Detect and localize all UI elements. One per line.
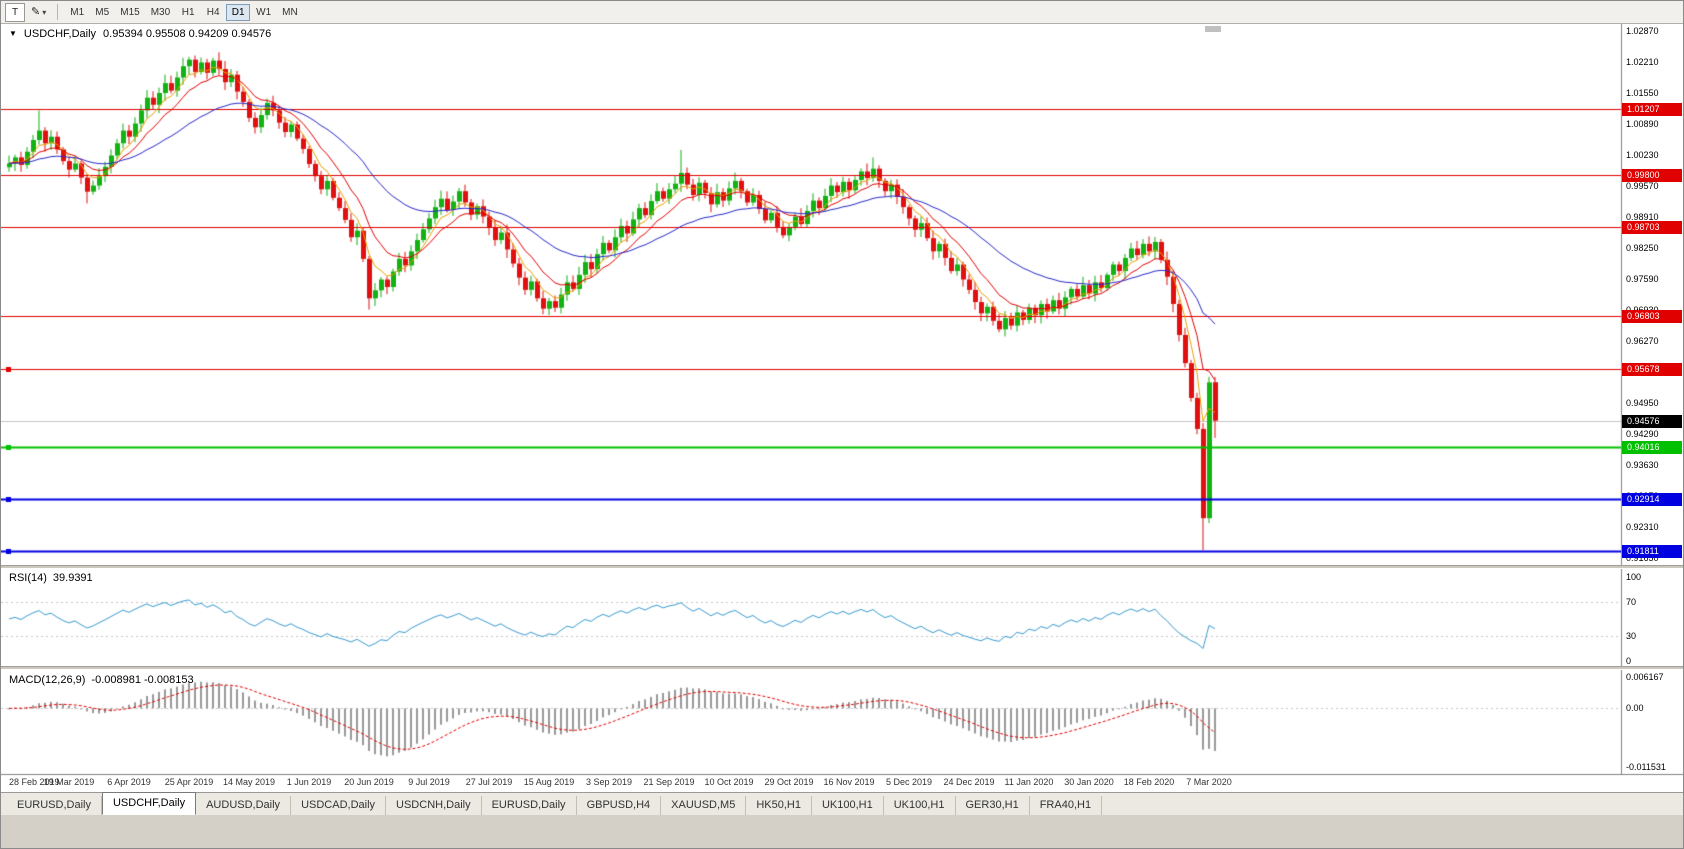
- date-label: 14 May 2019: [222, 777, 276, 787]
- chart-tab-uk100-h1[interactable]: UK100,H1: [812, 796, 884, 815]
- date-label: 20 Jun 2019: [344, 777, 394, 787]
- toolbar: T ✎ ▾ M1 M5 M15 M30 H1 H4 D1 W1 MN: [1, 1, 1683, 24]
- macd-level-label: 0.00: [1626, 703, 1644, 714]
- collapse-triangle-icon: ▼: [9, 29, 17, 38]
- price-tick-label: 0.92310: [1626, 522, 1659, 533]
- price-tick-label: 1.01550: [1626, 88, 1659, 98]
- macd-level-label: -0.011531: [1626, 762, 1666, 772]
- price-tick-label: 0.99570: [1626, 181, 1659, 192]
- price-tick-label: 1.00890: [1626, 119, 1659, 130]
- timeframe-button-mn[interactable]: MN: [277, 4, 303, 21]
- timeframe-button-m5[interactable]: M5: [90, 4, 114, 21]
- price-line-tag-0.91811: 0.91811: [1622, 544, 1682, 558]
- price-tick-label: 0.98910: [1626, 212, 1659, 223]
- price-line-tag-0.92914: 0.92914: [1622, 492, 1682, 506]
- pencil-icon: ✎: [31, 5, 41, 18]
- rsi-value: 39.9391: [52, 572, 93, 584]
- price-tick-label: 0.96270: [1626, 336, 1659, 347]
- chart-tab-eurusd-daily[interactable]: EURUSD,Daily: [7, 796, 102, 815]
- dropdown-arrow-icon: ▾: [42, 7, 47, 17]
- price-line-tag-0.98703: 0.98703: [1622, 220, 1682, 234]
- chart-tab-ger30-h1[interactable]: GER30,H1: [956, 796, 1030, 815]
- toolbar-separator: [57, 4, 59, 20]
- date-label: 9 Jul 2019: [408, 777, 450, 787]
- text-tool-label: T: [11, 6, 19, 18]
- date-label: 1 Jun 2019: [286, 777, 332, 787]
- date-label: 29 Oct 2019: [764, 777, 814, 787]
- draw-tool-button[interactable]: ✎ ▾: [27, 3, 50, 22]
- price-line-tag-0.96803: 0.96803: [1622, 310, 1682, 324]
- chart-tab-uk100-h1[interactable]: UK100,H1: [884, 796, 956, 815]
- date-label: 30 Jan 2020: [1064, 777, 1114, 787]
- price-line-tag-0.99800: 0.99800: [1622, 169, 1682, 183]
- price-tick-label: 0.97590: [1626, 274, 1659, 285]
- chart-tab-xauusd-m5[interactable]: XAUUSD,M5: [661, 796, 747, 815]
- date-label: 24 Dec 2019: [943, 777, 995, 787]
- date-label: 27 Jul 2019: [465, 777, 513, 787]
- date-label: 10 Oct 2019: [704, 777, 754, 787]
- macd-name: MACD(12,26,9): [9, 674, 86, 686]
- chart-title: ▼ USDCHF,Daily 0.95394 0.95508 0.94209 0…: [9, 28, 271, 40]
- current-price-tag: 0.94576: [1622, 414, 1682, 428]
- timeframe-button-d1[interactable]: D1: [226, 3, 251, 21]
- date-label: 6 Apr 2019: [107, 777, 151, 787]
- price-tick-label: 0.93630: [1626, 460, 1659, 471]
- chart-tab-audusd-daily[interactable]: AUDUSD,Daily: [196, 796, 292, 815]
- price-line-tag-0.95678: 0.95678: [1622, 362, 1682, 376]
- timeframe-button-w1[interactable]: W1: [251, 4, 276, 21]
- chart-symbol-period: USDCHF,Daily: [23, 28, 97, 40]
- rsi-level-label: 0: [1626, 656, 1632, 666]
- timeframe-button-m30[interactable]: M30: [146, 4, 175, 21]
- chart-tab-hk50-h1[interactable]: HK50,H1: [746, 796, 812, 815]
- rsi-level-label: 100: [1626, 572, 1642, 582]
- chart-tab-usdchf-daily[interactable]: USDCHF,Daily: [101, 792, 197, 815]
- macd-level-label: 0.006167: [1626, 672, 1664, 682]
- date-label: 11 Jan 2020: [1004, 777, 1054, 787]
- text-tool-button[interactable]: T: [5, 2, 25, 22]
- price-line-tag-0.94016: 0.94016: [1622, 440, 1682, 454]
- price-tick-label: 0.98250: [1626, 243, 1659, 254]
- rsi-level-label: 30: [1626, 630, 1637, 641]
- timeframe-button-m1[interactable]: M1: [65, 4, 89, 21]
- date-label: 21 Sep 2019: [643, 777, 695, 787]
- date-label: 18 Feb 2020: [1123, 777, 1175, 787]
- date-label: 25 Apr 2019: [164, 777, 214, 787]
- date-label: 19 Mar 2019: [43, 777, 95, 787]
- bottom-filler: [1, 815, 1683, 848]
- pane-splitter[interactable]: [1, 666, 1683, 670]
- price-tick-label: 1.02210: [1626, 57, 1659, 67]
- rsi-indicator-label: RSI(14) 39.9391: [9, 572, 93, 584]
- date-label: 16 Nov 2019: [823, 777, 875, 787]
- chart-tab-bar: EURUSD,Daily USDCHF,Daily AUDUSD,Daily USDC…: [1, 792, 1683, 815]
- price-tick-label: 0.94950: [1626, 398, 1659, 409]
- timeframe-toolbar: M1 M5 M15 M30 H1 H4 D1 W1 MN: [65, 3, 303, 21]
- pane-splitter[interactable]: [1, 565, 1683, 569]
- price-tick-label: 1.02870: [1626, 26, 1659, 36]
- chart-ohlc-values: 0.95394 0.95508 0.94209 0.94576: [103, 28, 272, 40]
- date-label: 28 Feb 2019: [9, 777, 60, 787]
- price-tick-label: 1.00230: [1626, 150, 1659, 161]
- price-tick-label: 0.94290: [1626, 429, 1659, 440]
- timeframe-button-h4[interactable]: H4: [201, 4, 225, 21]
- date-label: 7 Mar 2020: [1186, 777, 1232, 787]
- timeframe-button-h1[interactable]: H1: [176, 4, 200, 21]
- date-label: 5 Dec 2019: [885, 777, 933, 787]
- date-label: 15 Aug 2019: [523, 777, 575, 787]
- chart-tab-fra40-h1[interactable]: FRA40,H1: [1030, 796, 1103, 815]
- chart-tab-eurusd-daily[interactable]: EURUSD,Daily: [482, 796, 577, 815]
- chart-tab-usdcnh-daily[interactable]: USDCNH,Daily: [386, 796, 482, 815]
- chart-tab-usdcad-daily[interactable]: USDCAD,Daily: [291, 796, 387, 815]
- chart-tab-gbpusd-h4[interactable]: GBPUSD,H4: [577, 796, 662, 815]
- date-label: 3 Sep 2019: [585, 777, 633, 787]
- price-line-tag-1.01207: 1.01207: [1622, 103, 1682, 117]
- rsi-name: RSI(14): [9, 572, 47, 584]
- scroll-position-marker[interactable]: [1205, 26, 1221, 32]
- macd-values: -0.008981 -0.008153: [91, 674, 194, 686]
- price-tick-label: 0.91650: [1626, 553, 1659, 564]
- timeframe-button-m15[interactable]: M15: [115, 4, 144, 21]
- macd-indicator-label: MACD(12,26,9) -0.008981 -0.008153: [9, 674, 194, 686]
- rsi-level-label: 70: [1626, 597, 1637, 608]
